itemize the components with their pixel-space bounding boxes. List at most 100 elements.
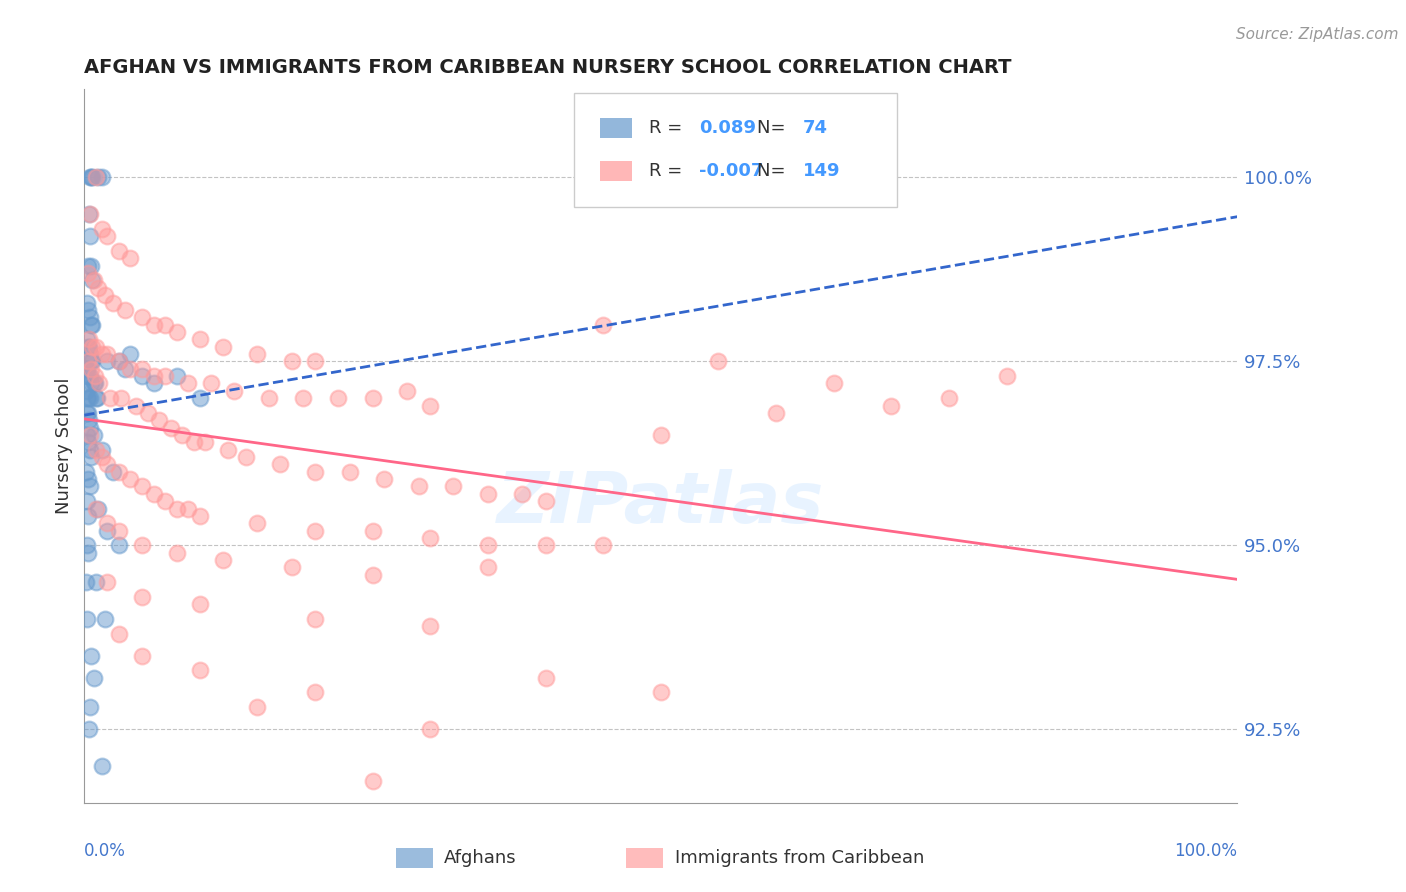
Point — [108, 354, 131, 368]
Point — [75, 465, 97, 479]
Point — [94, 612, 117, 626]
Point — [200, 376, 222, 391]
Point — [108, 626, 131, 640]
Text: N=: N= — [756, 120, 790, 137]
Point — [188, 664, 211, 678]
Point — [79, 347, 101, 361]
Point — [224, 384, 246, 398]
Point — [79, 700, 101, 714]
Point — [96, 524, 118, 538]
Point — [110, 391, 132, 405]
Point — [108, 465, 131, 479]
Text: Source: ZipAtlas.com: Source: ZipAtlas.com — [1236, 27, 1399, 42]
Point — [166, 546, 188, 560]
Point — [77, 207, 100, 221]
Point — [76, 472, 98, 486]
Point — [87, 501, 110, 516]
Point — [77, 546, 100, 560]
Point — [75, 575, 97, 590]
Point — [120, 472, 142, 486]
Point — [84, 391, 107, 405]
Point — [96, 354, 118, 368]
Point — [142, 487, 165, 501]
Point — [177, 376, 200, 391]
Point — [90, 222, 112, 236]
Point — [80, 361, 103, 376]
Point — [148, 413, 170, 427]
Point — [166, 369, 188, 384]
Text: R =: R = — [650, 162, 689, 180]
Point — [707, 354, 730, 368]
Point — [114, 361, 136, 376]
Point — [76, 266, 98, 280]
Point — [281, 354, 304, 368]
Text: ZIPatlas: ZIPatlas — [498, 468, 824, 538]
Point — [304, 685, 326, 699]
Point — [218, 442, 240, 457]
Point — [534, 494, 557, 508]
Point — [76, 332, 98, 346]
Point — [83, 273, 105, 287]
Point — [304, 524, 326, 538]
Point — [304, 354, 326, 368]
Point — [84, 340, 107, 354]
Point — [361, 524, 384, 538]
Point — [76, 406, 98, 420]
Point — [183, 435, 205, 450]
Point — [534, 671, 557, 685]
Point — [650, 428, 672, 442]
Point — [79, 420, 101, 434]
Point — [98, 391, 121, 405]
Point — [76, 538, 98, 552]
Point — [80, 318, 103, 332]
Point — [188, 391, 211, 405]
Point — [80, 376, 103, 391]
Point — [83, 369, 105, 384]
Text: 149: 149 — [803, 162, 841, 180]
Bar — [395, 848, 433, 869]
Point — [166, 325, 188, 339]
Point — [419, 531, 441, 545]
Point — [880, 399, 903, 413]
Text: 0.0%: 0.0% — [84, 842, 127, 860]
Point — [76, 494, 98, 508]
Point — [77, 413, 100, 427]
Point — [96, 458, 118, 472]
Point — [84, 575, 107, 590]
Point — [80, 259, 103, 273]
Point — [90, 442, 112, 457]
Point — [82, 273, 104, 287]
Point — [103, 465, 124, 479]
Point — [76, 259, 98, 273]
Point — [77, 435, 100, 450]
Point — [172, 428, 194, 442]
Point — [304, 465, 326, 479]
Text: R =: R = — [650, 120, 689, 137]
Point — [87, 170, 110, 185]
Point — [188, 597, 211, 611]
Point — [79, 442, 101, 457]
Point — [86, 391, 108, 405]
Point — [79, 369, 101, 384]
Point — [153, 369, 176, 384]
Point — [84, 501, 107, 516]
Point — [419, 723, 441, 737]
Point — [211, 553, 233, 567]
Point — [77, 391, 100, 405]
Point — [84, 170, 107, 185]
Point — [120, 361, 142, 376]
Point — [339, 465, 361, 479]
Point — [160, 420, 183, 434]
Point — [120, 347, 142, 361]
Point — [823, 376, 845, 391]
Point — [96, 229, 118, 244]
Point — [80, 648, 103, 663]
Point — [194, 435, 217, 450]
Point — [361, 567, 384, 582]
Point — [79, 170, 101, 185]
Point — [76, 340, 98, 354]
Point — [76, 361, 98, 376]
Point — [90, 759, 112, 773]
Point — [76, 354, 98, 368]
Point — [96, 516, 118, 531]
